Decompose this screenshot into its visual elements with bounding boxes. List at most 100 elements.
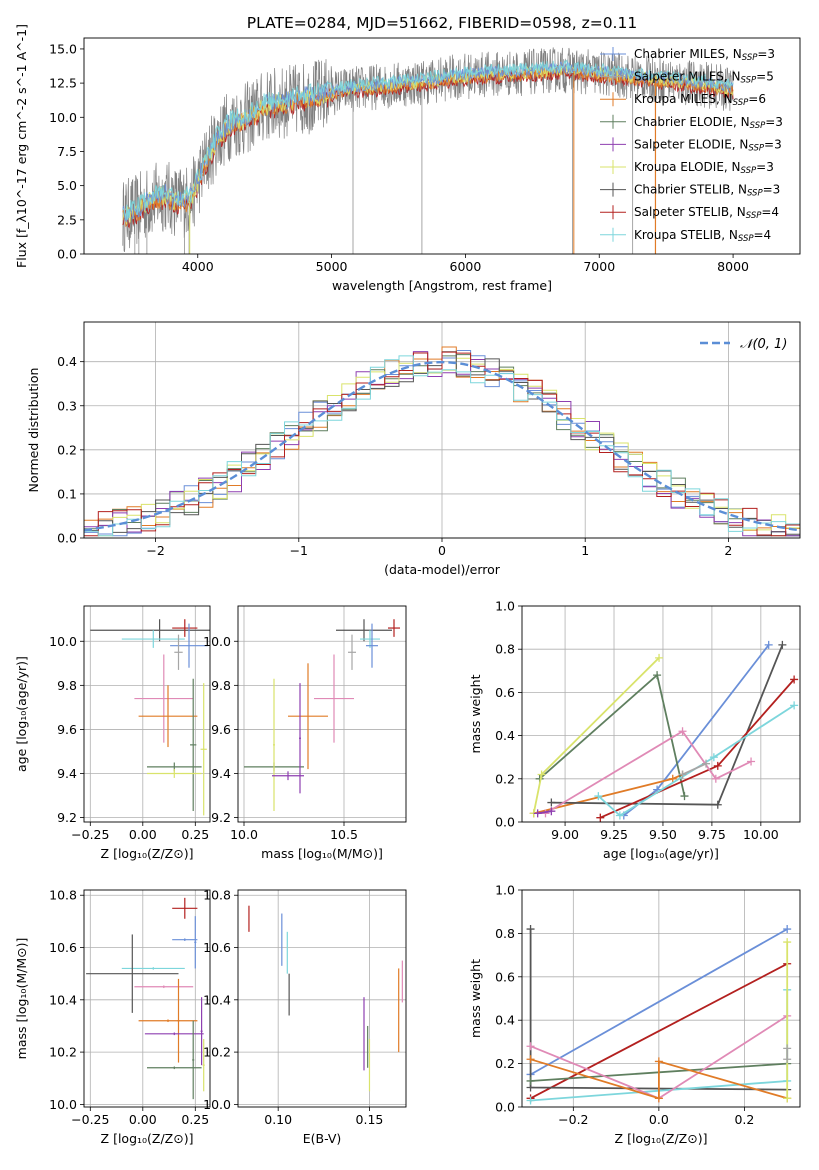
legend-label: Salpeter ELODIE, N bbox=[634, 137, 748, 151]
x-tick-label: 0.25 bbox=[181, 1112, 209, 1127]
weight-marker bbox=[702, 759, 711, 768]
x-tick-label: 5000 bbox=[316, 259, 348, 274]
x-tick-label: 2 bbox=[724, 543, 732, 558]
legend-subscript: SSP bbox=[747, 189, 763, 199]
data-point bbox=[200, 997, 203, 1066]
legend-entry: Kroupa ELODIE, NSSP=3 bbox=[634, 160, 774, 176]
plot-z-weight: −0.2 0.0 0.2 0.0 0.2 0.4 0.6 0.8 1.0 Z [log₁₀(Z/Z… bbox=[468, 883, 801, 1146]
y-tick-label: 10.0 bbox=[203, 1097, 231, 1112]
x-tick-label: 0.10 bbox=[264, 1112, 292, 1127]
weight-marker bbox=[678, 770, 687, 779]
x-tick-label: 0.0 bbox=[649, 1112, 669, 1127]
weight-marker bbox=[713, 800, 722, 809]
data-point bbox=[147, 769, 202, 778]
y-tick-label: 10.0 bbox=[49, 634, 77, 649]
legend-entry: 𝒩(0, 1) bbox=[740, 337, 787, 352]
plot-area bbox=[86, 897, 205, 1100]
legend-label: Chabrier ELODIE, N bbox=[634, 115, 750, 129]
y-tick-label: 0.0 bbox=[495, 1100, 515, 1115]
y-tick-label: 9.6 bbox=[211, 722, 231, 737]
plot-area bbox=[526, 925, 792, 1105]
legend-subscript: SSP bbox=[738, 234, 754, 244]
x-tick-label: −0.2 bbox=[558, 1112, 588, 1127]
plot-area bbox=[248, 905, 403, 1092]
data-point bbox=[288, 663, 328, 770]
data-point bbox=[177, 978, 180, 1063]
x-tick-label: 0.00 bbox=[129, 827, 157, 842]
y-tick-label: 0.1 bbox=[57, 486, 77, 501]
axes-frame bbox=[237, 605, 407, 823]
data-point bbox=[134, 654, 194, 743]
weight-line bbox=[682, 762, 707, 776]
weight-marker bbox=[680, 792, 689, 801]
y-axis-label: age [log₁₀(age/yr)] bbox=[14, 656, 29, 772]
legend-subscript: SSP bbox=[746, 211, 762, 221]
data-point bbox=[314, 654, 354, 743]
y-tick-label: 1.0 bbox=[495, 599, 515, 614]
weight-marker bbox=[654, 1057, 663, 1066]
y-tick-label: 0.4 bbox=[495, 728, 515, 743]
grid-lines bbox=[238, 890, 406, 1107]
weight-marker bbox=[526, 1076, 535, 1085]
x-tick-label: 0.00 bbox=[129, 1112, 157, 1127]
plot-spectrum: 4000 5000 6000 7000 8000 0.0 2.5 5.0 7.5 10.0 12.5… bbox=[14, 24, 801, 293]
data-point bbox=[200, 683, 207, 816]
plots: 4000 5000 6000 7000 80000.02.55.07.510.012.5… bbox=[14, 24, 801, 1146]
data-point bbox=[190, 678, 197, 811]
y-tick-label: 15.0 bbox=[49, 41, 77, 56]
legend-count: =3 bbox=[757, 47, 775, 61]
data-point bbox=[299, 683, 301, 794]
weight-marker bbox=[764, 640, 773, 649]
legend-entry: Salpeter ELODIE, NSSP=3 bbox=[634, 137, 782, 153]
legend-label: Kroupa MILES, N bbox=[634, 92, 733, 106]
data-point bbox=[360, 630, 380, 648]
residual-legend: 𝒩(0, 1) bbox=[700, 337, 787, 352]
weight-marker bbox=[655, 653, 664, 662]
x-axis-label: age [log₁₀(age/yr)] bbox=[603, 846, 719, 861]
x-tick-label: 6000 bbox=[450, 259, 482, 274]
y-tick-label: 2.5 bbox=[57, 212, 77, 227]
y-axis-label: Normed distribution bbox=[26, 368, 41, 493]
weight-marker bbox=[596, 813, 605, 822]
axes-frame bbox=[83, 605, 211, 823]
data-point bbox=[273, 678, 275, 811]
weight-marker bbox=[783, 1094, 792, 1103]
y-tick-label: 9.4 bbox=[211, 766, 231, 781]
model-spectrum-line bbox=[122, 59, 734, 220]
x-tick-label: 8000 bbox=[717, 259, 749, 274]
weight-marker bbox=[615, 811, 624, 820]
data-point bbox=[138, 685, 198, 748]
y-axis-label: Flux [f_λ10^-17 erg cm^-2 s^-1 A^-1] bbox=[14, 24, 29, 268]
x-tick-label: −0.25 bbox=[71, 1112, 109, 1127]
axes-frame bbox=[521, 889, 801, 1108]
grid-lines bbox=[238, 606, 406, 822]
y-tick-label: 0.6 bbox=[495, 969, 515, 984]
legend-entry: Salpeter STELIB, NSSP=4 bbox=[634, 205, 779, 221]
weight-marker bbox=[537, 770, 546, 779]
y-axis-label: mass [log₁₀(M/M⊙)] bbox=[14, 938, 29, 1060]
y-tick-label: 1.0 bbox=[495, 883, 515, 898]
y-tick-label: 10.6 bbox=[203, 940, 231, 955]
y-tick-label: 0.2 bbox=[57, 442, 77, 457]
data-point bbox=[388, 619, 400, 637]
y-tick-label: 0.8 bbox=[495, 642, 515, 657]
plot-z-age: −0.25 0.00 0.25 9.2 9.4 9.6 9.8 10.0 Z [log₁₀(Z/… bbox=[14, 605, 211, 861]
data-point bbox=[172, 938, 198, 941]
data-point bbox=[138, 1019, 198, 1023]
data-point bbox=[192, 1020, 195, 1100]
x-tick-label: −2 bbox=[146, 543, 164, 558]
y-tick-label: 9.2 bbox=[57, 810, 77, 825]
x-tick-label: −1 bbox=[290, 543, 308, 558]
plot-area bbox=[90, 619, 210, 816]
y-tick-label: 0.0 bbox=[57, 247, 77, 262]
x-axis-label: wavelength [Angstrom, rest frame] bbox=[332, 278, 552, 293]
weight-marker bbox=[678, 727, 687, 736]
axes-frame bbox=[237, 889, 407, 1108]
y-tick-label: 10.0 bbox=[49, 1097, 77, 1112]
data-point bbox=[272, 771, 304, 781]
legend-entry: Chabrier STELIB, NSSP=3 bbox=[634, 183, 780, 199]
data-point bbox=[134, 985, 194, 989]
weight-marker bbox=[713, 761, 722, 770]
